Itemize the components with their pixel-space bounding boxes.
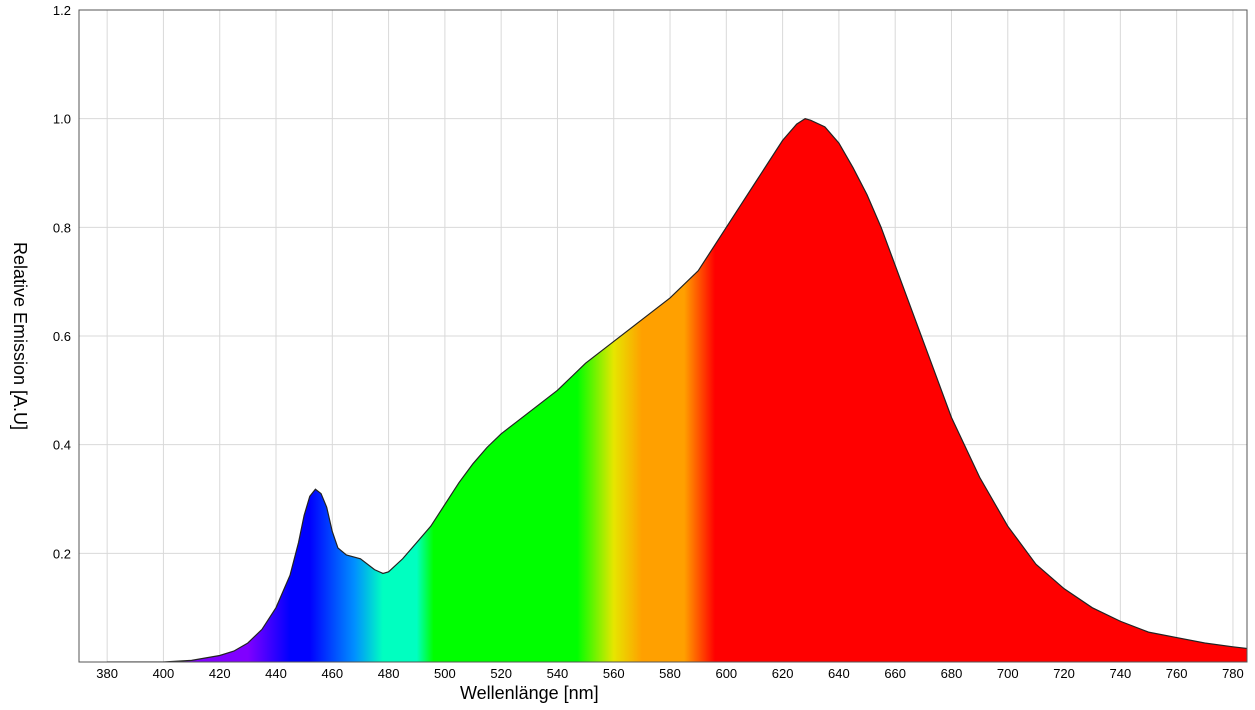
y-ticks: 0.2 0.4 0.6 0.8 1.0 1.2 xyxy=(53,3,71,561)
x-tick-label: 660 xyxy=(884,666,906,681)
x-tick-label: 600 xyxy=(715,666,737,681)
x-tick-label: 560 xyxy=(603,666,625,681)
x-tick-label: 720 xyxy=(1053,666,1075,681)
plot-border xyxy=(78,9,1248,663)
x-tick-label: 740 xyxy=(1109,666,1131,681)
x-tick-label: 760 xyxy=(1166,666,1188,681)
spectrum-area xyxy=(107,118,1247,662)
x-tick-label: 480 xyxy=(378,666,400,681)
y-tick-label: 1.0 xyxy=(53,112,71,127)
x-tick-label: 420 xyxy=(209,666,231,681)
x-tick-label: 440 xyxy=(265,666,287,681)
y-tick-label: 0.2 xyxy=(53,546,71,561)
y-axis-label: Relative Emission [A.U] xyxy=(10,242,30,430)
x-tick-label: 500 xyxy=(434,666,456,681)
x-tick-label: 580 xyxy=(659,666,681,681)
x-tick-label: 540 xyxy=(547,666,569,681)
x-tick-label: 380 xyxy=(96,666,118,681)
x-tick-label: 460 xyxy=(321,666,343,681)
x-tick-label: 780 xyxy=(1222,666,1244,681)
y-tick-label: 1.2 xyxy=(53,3,71,18)
y-tick-label: 0.4 xyxy=(53,438,71,453)
x-tick-label: 700 xyxy=(997,666,1019,681)
x-ticks: 380 400 420 440 460 480 500 520 540 560 580 600 620 6… xyxy=(96,666,1243,681)
x-tick-label: 520 xyxy=(490,666,512,681)
x-tick-label: 620 xyxy=(772,666,794,681)
x-tick-label: 640 xyxy=(828,666,850,681)
y-tick-label: 0.8 xyxy=(53,220,71,235)
y-tick-label: 0.6 xyxy=(53,329,71,344)
x-tick-label: 680 xyxy=(941,666,963,681)
x-axis-label: Wellenlänge [nm] xyxy=(460,683,599,703)
x-tick-label: 400 xyxy=(153,666,175,681)
spectrum-line xyxy=(107,118,1247,662)
